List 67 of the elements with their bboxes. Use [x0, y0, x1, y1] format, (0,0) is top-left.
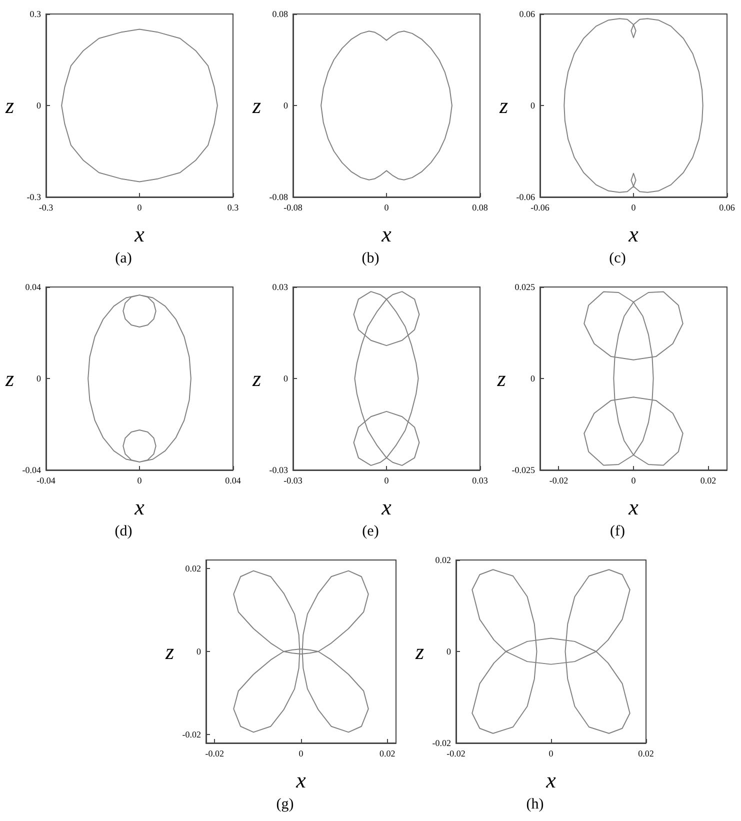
y-axis-title: z	[496, 366, 506, 391]
y-tick-label: -0.3	[26, 192, 42, 202]
y-tick-label: 0	[196, 646, 202, 656]
x-tick-label: 0.3	[227, 202, 240, 212]
y-tick-label: 0	[36, 374, 42, 384]
text: (f)	[610, 524, 625, 540]
y-tick-label: -0.06	[516, 192, 536, 202]
y-tick-label: 0.04	[25, 282, 42, 292]
y-axis-title: z	[498, 93, 508, 118]
text: (g)	[276, 796, 294, 812]
x-tick-label: 0.04	[225, 476, 242, 486]
y-tick-label: 0.03	[272, 282, 288, 292]
y-tick-label: 0	[530, 100, 536, 110]
x-tick-label: 0	[631, 476, 636, 486]
x-tick-label: 0	[137, 202, 142, 212]
y-axis-title: z	[251, 93, 262, 118]
text: (d)	[114, 524, 132, 540]
x-axis-title: x	[380, 222, 392, 246]
x-tick-label: -0.02	[549, 476, 568, 486]
x-axis-title: x	[628, 222, 639, 246]
y-tick-label: -0.03	[269, 465, 288, 475]
y-tick-label: 0	[284, 100, 288, 110]
y-tick-label: 0	[446, 646, 452, 656]
y-tick-label: -0.02	[182, 730, 201, 740]
x-tick-label: -0.02	[205, 748, 224, 758]
y-tick-label: -0.04	[22, 465, 42, 475]
y-axis-title: z	[4, 93, 14, 118]
x-tick-label: 0.03	[472, 476, 488, 486]
text: (b)	[362, 250, 380, 266]
x-axis-title: x	[134, 494, 145, 520]
y-axis-title: z	[164, 639, 174, 664]
y-tick-label: 0.06	[519, 9, 536, 19]
y-tick-label: 0	[284, 374, 288, 384]
y-tick-label: -0.025	[512, 465, 536, 475]
x-tick-label: 0.02	[700, 476, 716, 486]
y-tick-label: 0.3	[30, 9, 42, 19]
text: (a)	[115, 250, 132, 266]
y-axis-title: z	[414, 639, 424, 664]
y-tick-label: 0.08	[272, 9, 288, 19]
text: (c)	[609, 250, 626, 266]
y-tick-label: -0.08	[269, 192, 288, 202]
text: (e)	[362, 524, 379, 540]
y-tick-label: -0.02	[432, 738, 451, 748]
x-axis-title: x	[295, 768, 306, 792]
x-tick-label: 0	[384, 476, 390, 486]
y-axis-title: z	[251, 366, 262, 391]
x-axis-title: x	[134, 222, 145, 246]
x-tick-label: 0	[137, 476, 142, 486]
x-tick-label: 0	[631, 202, 636, 212]
y-tick-label: 0.025	[514, 282, 536, 292]
x-tick-label: -0.02	[446, 748, 466, 758]
x-axis-title: x	[380, 494, 392, 520]
x-tick-label: 0.02	[638, 748, 654, 758]
x-axis-title: x	[628, 494, 639, 520]
text: (h)	[526, 796, 544, 812]
y-tick-label: 0.02	[435, 555, 451, 565]
y-tick-label: 0	[36, 100, 42, 110]
y-tick-label: 0.02	[185, 563, 201, 574]
y-axis-title: z	[4, 366, 14, 391]
x-tick-label: 0	[384, 202, 390, 212]
x-tick-label: 0	[298, 748, 304, 758]
x-tick-label: 0.06	[719, 202, 736, 212]
x-axis-title: x	[545, 768, 556, 792]
x-tick-label: 0.02	[379, 748, 396, 758]
x-tick-label: 0.08	[472, 202, 488, 212]
x-tick-label: 0	[548, 748, 554, 758]
y-tick-label: 0	[530, 374, 536, 384]
